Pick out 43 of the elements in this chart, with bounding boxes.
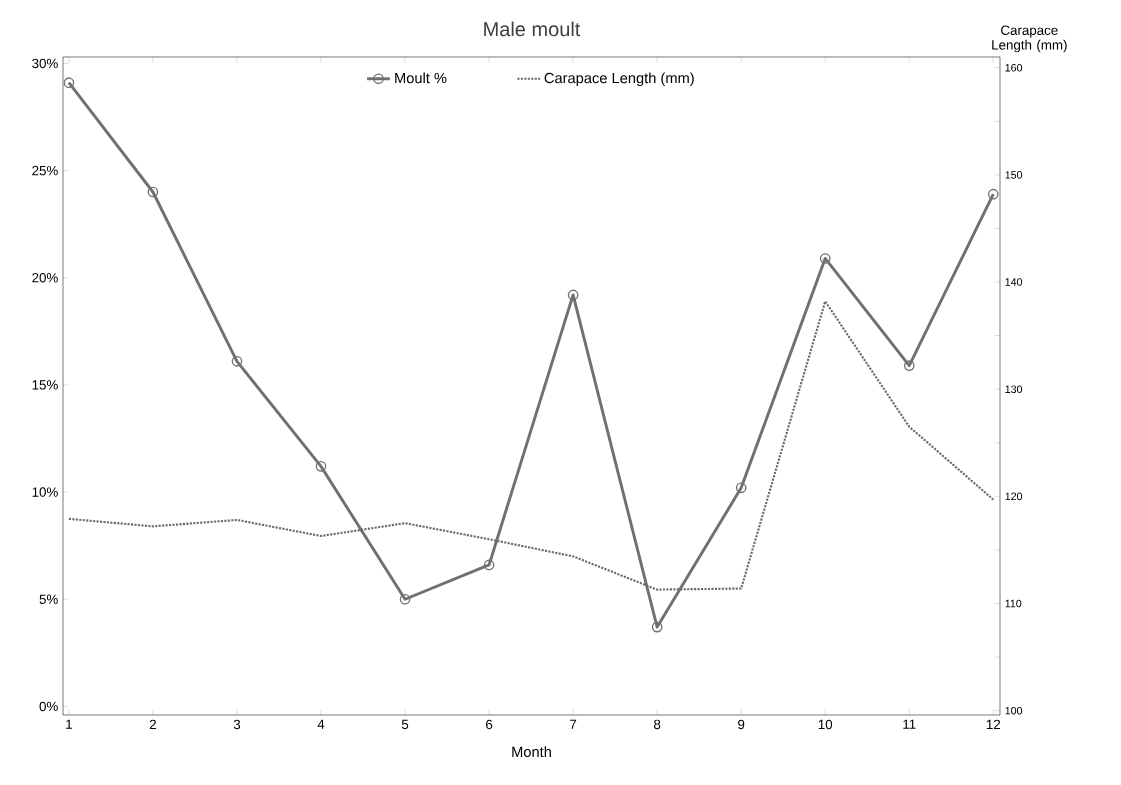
x-tick-label: 3 [233,719,241,730]
point [903,360,915,371]
point [315,461,327,472]
point [483,559,495,571]
y-tick-label: 0% [39,701,58,712]
chart-title: Male moult [484,21,581,37]
y2-axis-title: Carapace Length (mm) [992,25,1067,53]
x-axis-title: Month [512,746,551,758]
point [987,188,999,200]
y-tick-label: 5% [39,594,58,604]
x-tick-label: 4 [317,719,325,729]
y2-tick-label: 140 [1005,278,1023,286]
y2-tick-label: 100 [1005,706,1023,715]
x-tick-label: 6 [486,719,493,730]
y-tick-label: 25% [32,165,58,176]
y2-tick-label: 160 [1005,63,1023,72]
point [231,356,243,367]
point [147,186,159,198]
legend-label: Carapace Length (mm) [544,72,694,87]
y-tick-label: 10% [32,487,58,497]
y-tick-label: 30% [32,58,58,69]
x-tick-label: 1 [66,719,72,729]
y2-tick-label: 120 [1005,492,1023,501]
x-tick-label: 2 [149,719,156,730]
legend-label: Moult % [395,72,447,84]
x-tick-label: 11 [903,719,916,729]
x-tick-label: 12 [986,719,1001,730]
x-tick-label: 8 [654,719,661,730]
point [735,482,747,494]
point [819,253,831,264]
point [63,77,75,89]
y-tick-label: 20% [32,273,58,283]
x-tick-label: 7 [570,719,577,729]
y2-tick-label: 110 [1005,599,1022,608]
y2-tick-label: 150 [1005,171,1023,179]
x-tick-label: 9 [738,719,745,730]
point [567,289,579,301]
x-tick-label: 5 [401,719,409,729]
y2-tick-label: 130 [1005,385,1023,393]
point [651,621,663,633]
y-tick-label: 15% [32,380,58,390]
x-tick-label: 10 [818,719,833,730]
point [399,593,411,605]
